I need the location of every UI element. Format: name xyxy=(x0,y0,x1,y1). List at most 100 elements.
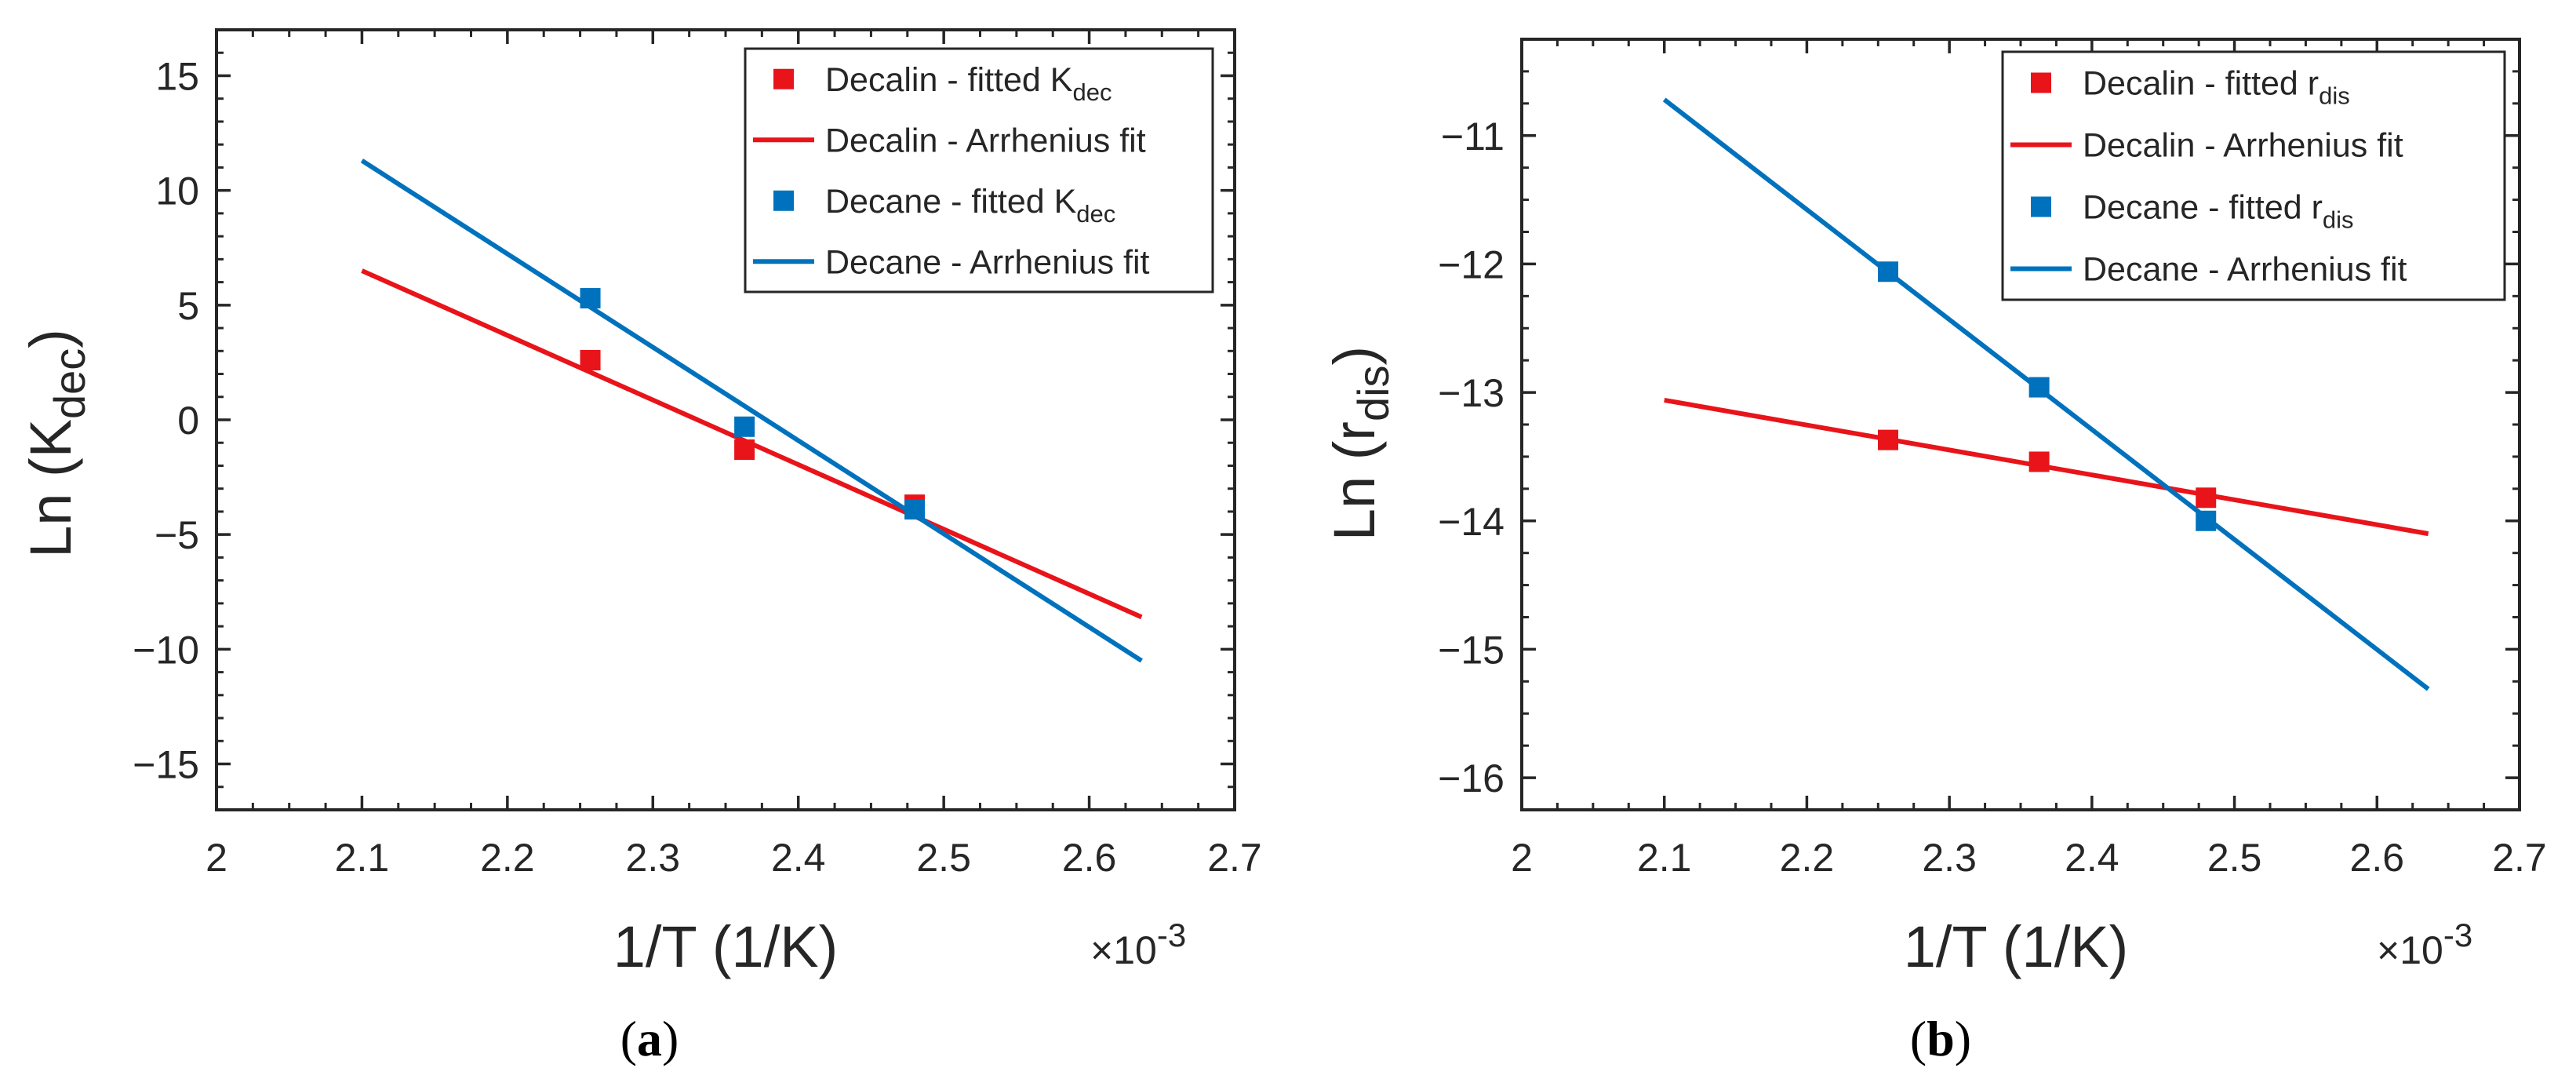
panel-caption: (a) xyxy=(620,1011,679,1066)
legend-marker-swatch xyxy=(773,68,794,89)
x-tick-label: 2.3 xyxy=(1922,836,1977,880)
legend-label-subscript: dis xyxy=(2323,206,2354,234)
x-tick-label: 2.4 xyxy=(771,836,826,880)
series-1 xyxy=(361,268,1143,620)
legend-entry: Decane - Arrhenius fit xyxy=(753,243,1150,281)
x-tick-label: 2.6 xyxy=(1062,836,1117,880)
legend-label-subscript: dec xyxy=(1072,78,1112,106)
series-3 xyxy=(1662,97,2430,691)
y-tick-label: 0 xyxy=(177,399,199,443)
series-line xyxy=(1664,397,2429,537)
legend-entry: Decalin - Arrhenius fit xyxy=(753,122,1146,159)
legend-label: Decalin - Arrhenius fit xyxy=(2083,127,2403,165)
legend-label-main: Decane - fitted K xyxy=(825,183,1077,221)
y-tick-label: 5 xyxy=(177,284,199,328)
legend-label: Decalin - fitted Kdec xyxy=(825,61,1112,106)
legend-label: Decane - Arrhenius fit xyxy=(2083,251,2407,289)
legend-marker-swatch xyxy=(2031,72,2051,93)
panel-caption-open: ( xyxy=(1910,1011,1927,1066)
legend-entry: Decane - fitted rdis xyxy=(2031,189,2354,234)
x-tick-label: 2.1 xyxy=(1637,836,1692,880)
x-tick-label: 2.3 xyxy=(626,836,681,880)
legend-label: Decane - Arrhenius fit xyxy=(825,243,1150,281)
x-tick-label: 2.5 xyxy=(916,836,971,880)
x-tick-label: 2.5 xyxy=(2207,836,2262,880)
y-axis-label: Ln (rdis) xyxy=(1322,346,1398,541)
legend-entry: Decane - fitted Kdec xyxy=(773,183,1115,228)
y-axis-label: Ln (Kdec) xyxy=(18,329,94,558)
legend-label-main: Decane - Arrhenius fit xyxy=(825,243,1150,281)
y-tick-label: −11 xyxy=(1441,115,1504,159)
y-tick-label: −15 xyxy=(133,743,199,787)
panel-caption: (b) xyxy=(1910,1011,1971,1066)
chart-panel-a: 2 2.1 2.2 2.3 2.4 2.5 2.6 2.7 15 10 5 0 −5 −10 −15 Deca… xyxy=(18,28,1262,1066)
y-tick-label: −12 xyxy=(1438,242,1504,286)
legend-label: Decalin - Arrhenius fit xyxy=(825,122,1146,159)
panel-caption-close: ) xyxy=(1955,1011,1971,1066)
x-tick-label: 2.7 xyxy=(1207,836,1262,880)
y-axis-label-subscript: dec xyxy=(45,348,94,419)
x-tick-label: 2.2 xyxy=(1780,836,1835,880)
legend-label-subscript: dis xyxy=(2319,82,2350,110)
x-axis-label: 1/T (1/K) xyxy=(613,914,839,979)
y-tick-label: −16 xyxy=(1438,756,1504,800)
y-axis-label-close: ) xyxy=(1322,346,1387,366)
legend-label-main: Decane - Arrhenius fit xyxy=(2083,251,2407,289)
legend-label-main: Decane - fitted r xyxy=(2083,189,2323,227)
x-tick-label: 2.4 xyxy=(2065,836,2119,880)
x-tick-label: 2.7 xyxy=(2492,836,2547,880)
x-tick-label: 2.6 xyxy=(2350,836,2405,880)
y-axis-label-main: Ln (r xyxy=(1322,421,1387,541)
series-line xyxy=(361,268,1143,620)
y-tick-label: 10 xyxy=(155,170,199,213)
y-axis-label-close: ) xyxy=(18,329,83,348)
x-axis-multiplier: ×10-3 xyxy=(1090,917,1186,972)
legend-box xyxy=(2001,50,2506,301)
x-tick-label: 2.1 xyxy=(335,836,390,880)
x-tick-label: 2.2 xyxy=(480,836,535,880)
y-axis-label-subscript: dis xyxy=(1348,365,1398,421)
panel-caption-letter: b xyxy=(1927,1011,1955,1066)
series-line xyxy=(360,159,1143,663)
x-axis-label: 1/T (1/K) xyxy=(1904,914,2129,979)
x-axis-multiplier-exponent: -3 xyxy=(1157,917,1186,953)
legend-label-main: Decalin - Arrhenius fit xyxy=(825,122,1146,159)
y-tick-label: −10 xyxy=(133,628,199,672)
y-tick-label: −13 xyxy=(1438,371,1504,415)
legend-label-main: Decalin - fitted K xyxy=(825,61,1073,99)
series-line xyxy=(1662,97,2430,691)
legend-entry: Decalin - Arrhenius fit xyxy=(2010,127,2403,165)
y-axis-label-main: Ln (K xyxy=(18,419,83,558)
legend-label-main: Decalin - fitted r xyxy=(2083,65,2319,103)
data-point xyxy=(734,416,755,437)
panel-caption-letter: a xyxy=(637,1011,662,1066)
x-axis-multiplier-base: ×10 xyxy=(1090,928,1157,972)
y-tick-label: −15 xyxy=(1438,628,1504,672)
legend-label-subscript: dec xyxy=(1076,200,1115,228)
x-axis-multiplier-exponent: -3 xyxy=(2443,917,2472,953)
series-3 xyxy=(360,159,1143,663)
x-tick-label: 2 xyxy=(206,836,227,880)
legend-box xyxy=(744,47,1214,293)
legend-entry: Decalin - fitted Kdec xyxy=(773,61,1112,106)
panel-caption-open: ( xyxy=(620,1011,637,1066)
x-axis-multiplier-base: ×10 xyxy=(2377,928,2443,972)
legend-label: Decalin - fitted rdis xyxy=(2083,65,2350,110)
chart-panel-b: 2 2.1 2.2 2.3 2.4 2.5 2.6 2.7 −11 −12 −13 −14 −15 −16… xyxy=(1322,38,2547,1066)
x-tick-label: 2 xyxy=(1511,836,1533,880)
legend-label: Decane - fitted Kdec xyxy=(825,183,1115,228)
y-tick-label: 15 xyxy=(155,54,199,98)
legend-label-main: Decalin - Arrhenius fit xyxy=(2083,127,2403,165)
series-1 xyxy=(1664,397,2429,537)
panel-caption-close: ) xyxy=(662,1011,679,1066)
legend-label: Decane - fitted rdis xyxy=(2083,189,2354,234)
legend-entry: Decalin - fitted rdis xyxy=(2031,65,2350,110)
legend-entry: Decane - Arrhenius fit xyxy=(2010,251,2407,289)
x-axis-multiplier: ×10-3 xyxy=(2377,917,2472,972)
legend-marker-swatch xyxy=(2031,196,2051,217)
legend-marker-swatch xyxy=(773,190,794,211)
y-tick-label: −5 xyxy=(155,513,199,557)
